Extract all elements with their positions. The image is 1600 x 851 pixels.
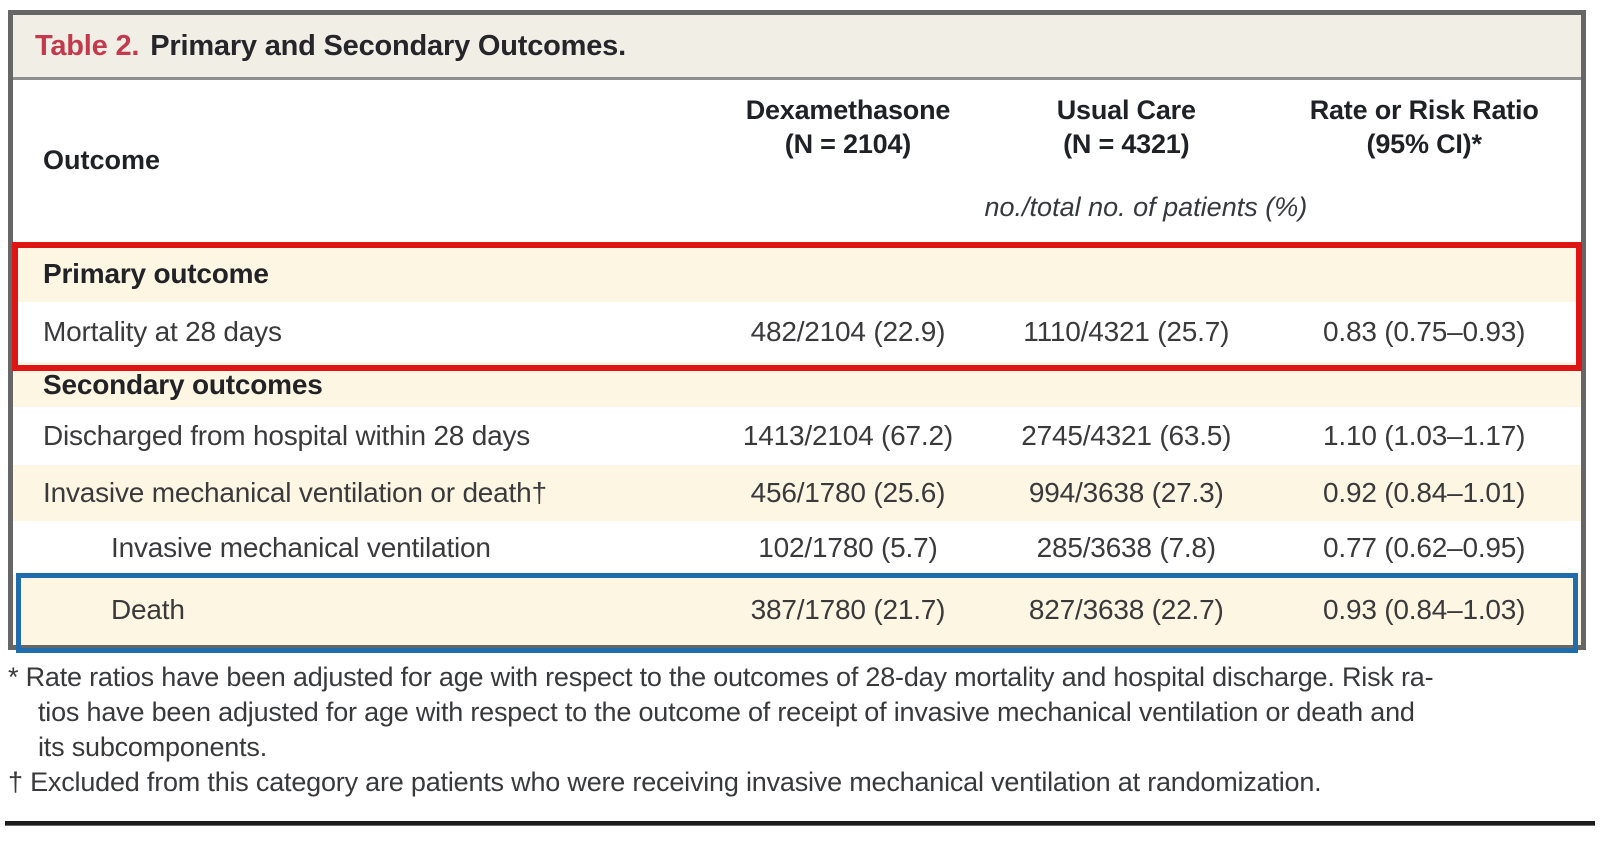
ratio-cell: 1.10 (1.03–1.17)	[1323, 420, 1526, 451]
table-row: Invasive mechanical ventilation or death…	[13, 465, 1581, 521]
usual-care-cell: 994/3638 (27.3)	[1028, 477, 1224, 508]
column-header-ratio-ci: (95% CI)*	[1366, 128, 1482, 159]
table-header: Outcome Dexamethasone (N = 2104) Usual C…	[13, 80, 1581, 245]
usual-care-cell: 1110/4321 (25.7)	[1023, 316, 1230, 347]
footnote-line: its subcomponents.	[38, 732, 268, 762]
table-body: Primary outcome Mortality at 28 days 482/2…	[13, 245, 1581, 645]
usual-care-cell: 827/3638 (22.7)	[1028, 594, 1224, 625]
usual-care-cell: 285/3638 (7.8)	[1036, 532, 1217, 563]
table-number-label: Table 2.	[35, 29, 140, 62]
outcome-cell: Secondary outcomes	[43, 368, 323, 400]
ratio-cell: 0.77 (0.62–0.95)	[1323, 532, 1526, 563]
dexamethasone-cell: 387/1780 (21.7)	[750, 594, 946, 625]
outcome-cell: Invasive mechanical ventilation or death…	[43, 477, 547, 508]
table-title: Primary and Secondary Outcomes.	[150, 29, 626, 62]
outcome-cell: Death	[111, 594, 185, 625]
outcome-cell: Discharged from hospital within 28 days	[43, 420, 531, 451]
outcome-cell: Mortality at 28 days	[43, 316, 282, 347]
units-note: no./total no. of patients (%)	[984, 192, 1308, 222]
column-header-dexamethasone-name: Dexamethasone	[745, 95, 951, 125]
footnote-line: † Excluded from this category are patien…	[8, 767, 1322, 797]
column-header-dexamethasone: Dexamethasone (N = 2104)	[711, 94, 985, 176]
outcome-cell: Invasive mechanical ventilation	[111, 532, 491, 563]
table-title-bar: Table 2. Primary and Secondary Outcomes.	[13, 15, 1581, 80]
ratio-cell: 0.93 (0.84–1.03)	[1323, 594, 1526, 625]
dexamethasone-cell: 102/1780 (5.7)	[758, 532, 938, 563]
column-header-row: Outcome Dexamethasone (N = 2104) Usual C…	[13, 80, 1581, 176]
table-footnotes: * Rate ratios have been adjusted for age…	[8, 660, 1586, 800]
outcome-cell: Primary outcome	[43, 257, 269, 289]
table-row: Primary outcome	[13, 245, 1581, 302]
bottom-rule	[5, 821, 1595, 826]
usual-care-cell: 2745/4321 (63.5)	[1021, 420, 1232, 451]
dexamethasone-cell: 482/2104 (22.9)	[750, 316, 946, 347]
column-header-ratio: Rate or Risk Ratio (95% CI)*	[1267, 94, 1581, 176]
column-header-usual-care-n: (N = 4321)	[1063, 128, 1190, 159]
column-header-ratio-name: Rate or Risk Ratio	[1309, 95, 1539, 125]
footnote-line: tios have been adjusted for age with res…	[38, 697, 1415, 727]
dexamethasone-cell: 456/1780 (25.6)	[750, 477, 946, 508]
table-row: Mortality at 28 days 482/2104 (22.9) 1110/…	[13, 302, 1581, 362]
column-header-usual-care-name: Usual Care	[1056, 95, 1196, 125]
table-row: Death 387/1780 (21.7) 827/3638 (22.7) 0.93 …	[13, 575, 1581, 645]
ratio-cell: 0.92 (0.84–1.01)	[1323, 477, 1526, 508]
column-header-usual-care: Usual Care (N = 4321)	[985, 94, 1267, 176]
column-header-dexamethasone-n: (N = 2104)	[784, 128, 912, 159]
table-row: Invasive mechanical ventilation 102/1780 …	[13, 521, 1581, 575]
dexamethasone-cell: 1413/2104 (67.2)	[742, 420, 953, 451]
outcomes-table: Table 2. Primary and Secondary Outcomes.…	[8, 10, 1586, 653]
table-row: Secondary outcomes	[13, 362, 1581, 407]
table-row: Discharged from hospital within 28 days 1…	[13, 407, 1581, 465]
ratio-cell: 0.83 (0.75–0.93)	[1323, 316, 1526, 347]
column-header-outcome: Outcome	[43, 145, 161, 175]
footnote-line: * Rate ratios have been adjusted for age…	[8, 662, 1434, 692]
